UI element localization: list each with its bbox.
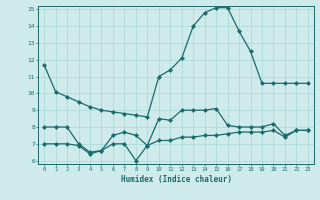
X-axis label: Humidex (Indice chaleur): Humidex (Indice chaleur) xyxy=(121,175,231,184)
